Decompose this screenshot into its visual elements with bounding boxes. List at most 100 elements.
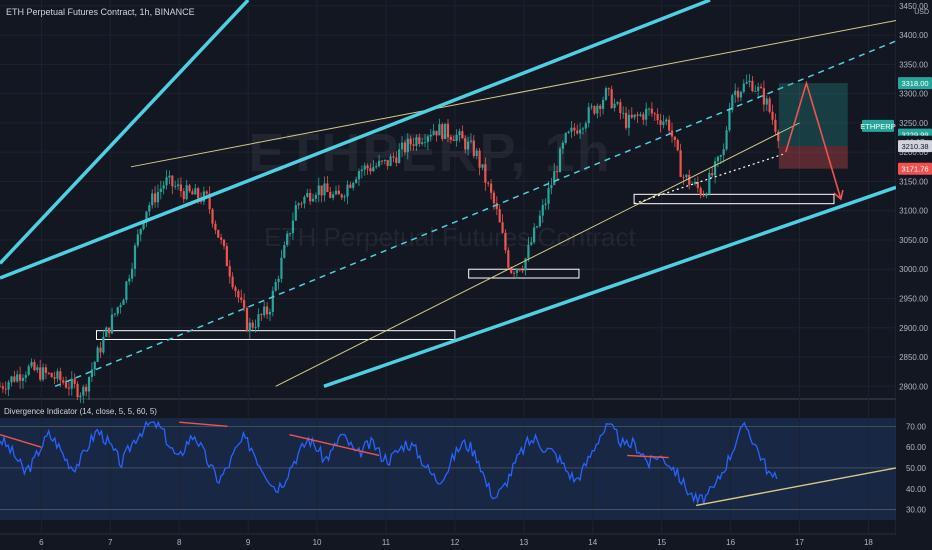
candle-body [4, 388, 7, 390]
candle-body [510, 267, 513, 273]
grid [0, 0, 896, 534]
price-tick-label: 2850.00 [899, 353, 928, 362]
oscillator-title[interactable]: Divergence Indicator (14, close, 5, 5, 6… [4, 407, 157, 416]
oscillator-line [0, 420, 778, 505]
candle-body [475, 150, 478, 157]
candle-body [668, 119, 671, 131]
candle-body [329, 191, 332, 198]
candle-body [237, 290, 240, 298]
candle-body [751, 80, 754, 92]
candle-body [642, 114, 645, 120]
candle-body [56, 371, 59, 379]
candle-body [153, 193, 157, 203]
candle-body [47, 372, 50, 374]
candle-body [415, 137, 418, 146]
candle-body [581, 128, 585, 130]
channel-upper-extension [0, 0, 250, 265]
currency-label: USD [914, 9, 929, 16]
candle-body [30, 362, 33, 367]
price-tick-label: 3200.00 [899, 148, 928, 157]
candle-body [389, 156, 392, 166]
candle-body [713, 161, 717, 176]
candle-body [676, 139, 679, 151]
candle-body [650, 108, 653, 114]
candle-body [363, 165, 366, 170]
candle-body [728, 109, 731, 131]
candle-body [736, 90, 740, 98]
candle-body [403, 142, 407, 153]
candle-body [19, 374, 22, 381]
candle-body [771, 111, 774, 120]
candle-body [444, 123, 447, 139]
candle-body [265, 306, 269, 315]
candle-body [719, 155, 722, 157]
candle-body [314, 195, 317, 199]
candle-body [303, 196, 306, 204]
candle-body [340, 194, 343, 198]
candle-body [438, 124, 441, 136]
candle-body [561, 142, 564, 149]
time-tick-label: 13 [519, 538, 528, 547]
candle-body [558, 148, 562, 173]
candle-body [409, 138, 412, 145]
trendlines[interactable] [0, 0, 897, 388]
candle-body [119, 304, 122, 308]
candle-body [659, 120, 662, 125]
candle-body [110, 314, 114, 334]
candle-body [122, 299, 125, 305]
candle-body [271, 290, 274, 312]
candle-body [369, 168, 372, 172]
candle-body [593, 106, 596, 114]
price-tick-label: 3150.00 [899, 177, 928, 186]
price-tick-label: 3350.00 [899, 60, 928, 69]
candle-body [96, 347, 99, 362]
candle-body [93, 361, 96, 370]
dotted-projection [633, 152, 786, 205]
candle-body [400, 142, 404, 150]
candle-body [208, 193, 211, 210]
candle-body [156, 192, 160, 203]
time-tick-label: 15 [657, 538, 666, 547]
candle-body [179, 184, 183, 192]
candle-body [162, 185, 165, 189]
time-tick-label: 14 [588, 538, 597, 547]
oscillator-trendline [695, 467, 897, 507]
candle-body [576, 130, 579, 134]
candle-body [487, 182, 490, 184]
candle-body [297, 203, 300, 206]
candle-body [234, 287, 237, 291]
candle-body [452, 139, 455, 141]
candle-body [774, 119, 777, 132]
candle-body [449, 137, 452, 140]
osc-tick-label: 40.00 [906, 485, 927, 494]
candle-body [320, 185, 323, 196]
time-tick-label: 18 [864, 538, 873, 547]
candle-body [682, 176, 685, 178]
candle-body [467, 141, 470, 150]
candle-body [492, 192, 496, 204]
time-tick-label: 16 [726, 538, 735, 547]
time-tick-label: 6 [39, 538, 44, 547]
candle-body [441, 124, 444, 139]
symbol-watermark: ETHPERP, 1h [248, 123, 612, 183]
candle-body [263, 306, 266, 316]
candle-body [243, 299, 246, 308]
candle-body [214, 223, 217, 230]
oscillator-band [0, 418, 896, 520]
candle-body [699, 188, 702, 196]
price-axis-bg [896, 0, 932, 550]
candle-body [742, 83, 745, 92]
candle-body [16, 374, 19, 382]
support-tan [275, 122, 800, 387]
candle-body [62, 380, 65, 383]
candle-body [174, 186, 177, 187]
candle-body [478, 150, 481, 168]
candle-body [702, 195, 705, 197]
position-tool[interactable] [778, 80, 848, 201]
candle-body [366, 165, 369, 169]
candle-body [87, 377, 91, 392]
price-badge-label: ETHPERP [860, 122, 895, 131]
price-tick-label: 3450.00 [899, 2, 928, 11]
candle-body [696, 181, 699, 189]
